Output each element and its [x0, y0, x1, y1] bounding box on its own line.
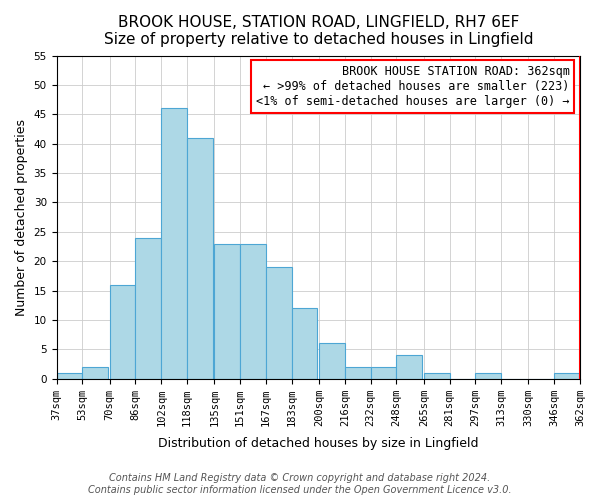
- Bar: [345, 367, 371, 378]
- Title: BROOK HOUSE, STATION ROAD, LINGFIELD, RH7 6EF
Size of property relative to detac: BROOK HOUSE, STATION ROAD, LINGFIELD, RH…: [104, 15, 533, 48]
- Bar: [319, 344, 345, 378]
- Bar: [56, 373, 82, 378]
- Bar: [82, 367, 108, 378]
- Bar: [266, 267, 292, 378]
- Bar: [136, 238, 161, 378]
- Bar: [371, 367, 397, 378]
- Bar: [475, 373, 501, 378]
- Text: BROOK HOUSE STATION ROAD: 362sqm
← >99% of detached houses are smaller (223)
<1%: BROOK HOUSE STATION ROAD: 362sqm ← >99% …: [256, 65, 569, 108]
- Bar: [161, 108, 187, 378]
- Bar: [110, 284, 136, 378]
- X-axis label: Distribution of detached houses by size in Lingfield: Distribution of detached houses by size …: [158, 437, 479, 450]
- Y-axis label: Number of detached properties: Number of detached properties: [15, 118, 28, 316]
- Bar: [240, 244, 266, 378]
- Bar: [292, 308, 317, 378]
- Bar: [424, 373, 449, 378]
- Bar: [554, 373, 580, 378]
- Bar: [397, 355, 422, 378]
- Text: Contains HM Land Registry data © Crown copyright and database right 2024.
Contai: Contains HM Land Registry data © Crown c…: [88, 474, 512, 495]
- Bar: [214, 244, 240, 378]
- Bar: [187, 138, 213, 378]
